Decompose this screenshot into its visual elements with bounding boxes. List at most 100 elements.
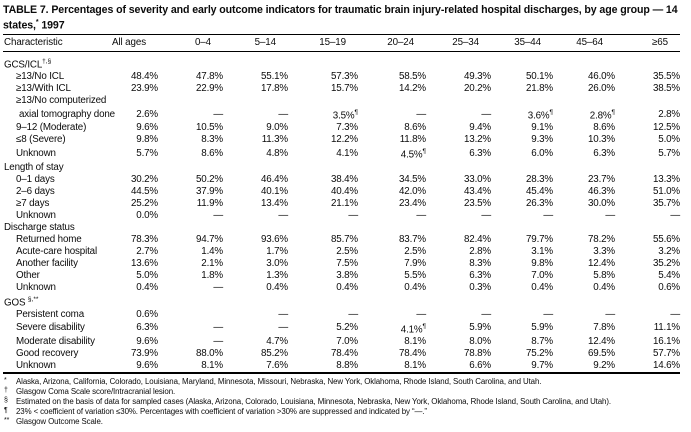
value-cell: 12.2% — [330, 134, 358, 146]
footnote-marker: * — [4, 377, 7, 385]
value-cell: 8.6% — [201, 147, 223, 159]
value-cell: 2.5% — [336, 245, 358, 257]
column-header: 35–44 — [514, 36, 541, 48]
value-cell: 7.8% — [593, 322, 615, 334]
footnote-text: Glasgow Coma Scale score/Intracranial le… — [16, 387, 176, 397]
row-label: Severe disability — [16, 322, 85, 334]
value-cell: 38.5% — [652, 82, 680, 94]
footnote-text: Alaska, Arizona, California, Colorado, L… — [16, 377, 542, 387]
value-cell: 5.0% — [658, 134, 680, 146]
table-row: Unknown 0.0% — — — — — — — — — [3, 210, 680, 222]
value-cell: 21.1% — [330, 197, 358, 209]
value-cell: 93.6% — [260, 233, 288, 245]
row-label: 0–1 days — [16, 173, 55, 185]
value-cell: — — [670, 308, 680, 320]
row-label: ≥13/With ICL — [16, 82, 71, 94]
section-row: Discharge status — [3, 222, 680, 234]
row-label: ≥7 days — [16, 197, 50, 209]
value-cell: 0.6% — [136, 308, 158, 320]
footnote-marker: ¶ — [422, 148, 427, 156]
value-cell: 50.1% — [525, 70, 553, 82]
footnote-marker: ¶ — [549, 108, 554, 116]
column-header: Characteristic — [4, 36, 63, 48]
section-label: Length of stay — [4, 161, 64, 173]
footnote: ** Glasgow Outcome Scale. — [3, 417, 688, 427]
value-cell: 26.3% — [525, 197, 553, 209]
value-cell: 45.4% — [525, 185, 553, 197]
value-cell: 6.3% — [469, 147, 491, 159]
section-row: GCS/ICL†,§ — [3, 51, 680, 71]
value-cell: 8.0% — [469, 336, 491, 348]
table-row: Moderate disability 9.6% — 4.7% 7.0% 8.1% 8.0%… — [3, 336, 680, 348]
value-cell: 55.1% — [260, 70, 288, 82]
table-row: ≤8 (Severe) 9.8% 8.3% 11.3% 12.2% 11.8% 13.2% 9… — [3, 134, 680, 146]
column-header: 25–34 — [452, 36, 479, 48]
value-cell — [158, 309, 223, 321]
table-row: ≥7 days 25.2% 11.9% 13.4% 21.1% 23.4% 23.5% 26.… — [3, 198, 680, 210]
footnote: § Estimated on the basis of data for samp… — [3, 397, 688, 407]
value-cell: 4.1%¶ — [400, 322, 426, 336]
table-row: Severe disability 6.3% — — 5.2% 4.1%¶ 5.9% 5.9%… — [3, 321, 680, 336]
value-cell: — — [416, 308, 426, 320]
value-cell: 11.1% — [653, 322, 680, 334]
value-cell: — — [543, 209, 553, 221]
footnote-text: 23% < coefficient of variation ≤30%. Per… — [16, 407, 427, 417]
value-cell: 14.2% — [398, 82, 426, 94]
table-body: GCS/ICL†,§ ≥13/No ICL 48.4% 47.8% 55.1% 57.3%… — [3, 51, 680, 373]
value-cell: 5.2% — [336, 322, 358, 334]
value-cell: 44.5% — [130, 185, 158, 197]
value-cell: 2.6% — [136, 108, 158, 120]
value-cell: 9.7% — [531, 360, 553, 372]
value-cell: 5.4% — [658, 269, 680, 281]
value-cell: 11.8% — [399, 134, 426, 146]
value-cell: — — [278, 209, 288, 221]
value-cell: — — [416, 108, 426, 120]
value-cell: 9.8% — [531, 257, 553, 269]
value-cell: 94.7% — [195, 233, 223, 245]
value-cell: 1.7% — [266, 245, 288, 257]
table-row: ≥13/No ICL 48.4% 47.8% 55.1% 57.3% 58.5% 49.3%… — [3, 71, 680, 83]
value-cell: 78.2% — [587, 233, 615, 245]
value-cell: 8.1% — [404, 360, 426, 372]
table-title-year: 1997 — [38, 19, 65, 32]
value-cell: 8.6% — [404, 122, 426, 134]
footnote-marker: ¶ — [354, 108, 359, 116]
value-cell: — — [416, 209, 426, 221]
value-cell: 37.9% — [195, 185, 223, 197]
table-row: Persistent coma 0.6% — — — — — — — — [3, 309, 680, 321]
value-cell: 78.4% — [330, 348, 358, 360]
value-cell: 3.8% — [336, 269, 358, 281]
severity-outcome-table: Characteristic All ages 0–4 5–14 15–19 20–24 2… — [3, 34, 680, 375]
section-label: Discharge status — [4, 221, 75, 233]
section-label: GCS/ICL†,§ — [4, 57, 52, 70]
value-cell: 10.5% — [195, 122, 223, 134]
value-cell: 5.5% — [404, 269, 426, 281]
value-cell: 5.8% — [593, 269, 615, 281]
value-cell: 9.6% — [136, 122, 158, 134]
value-cell: 33.0% — [463, 173, 491, 185]
value-cell: 23.7% — [587, 173, 615, 185]
value-cell: 58.5% — [398, 70, 426, 82]
footnote-marker: †,§ — [42, 57, 52, 65]
value-cell: 8.3% — [201, 134, 223, 146]
value-cell: — — [213, 281, 223, 293]
row-label: Unknown — [16, 281, 56, 293]
row-label: 2–6 days — [16, 185, 55, 197]
value-cell: 0.6% — [658, 281, 680, 293]
value-cell: — — [213, 108, 223, 120]
footnote-marker: ¶ — [4, 407, 8, 415]
value-cell: 0.4% — [136, 281, 158, 293]
row-label: Other — [16, 269, 40, 281]
row-label: Persistent coma — [16, 308, 84, 320]
table-row: Good recovery 73.9% 88.0% 85.2% 78.4% 78.4% 78… — [3, 348, 680, 360]
column-header: 20–24 — [387, 36, 414, 48]
footnote-text: Glasgow Outcome Scale. — [16, 417, 103, 427]
value-cell: 83.7% — [398, 233, 426, 245]
table-title-text: TABLE 7. Percentages of severity and ear… — [3, 4, 678, 32]
table-row: Another facility 13.6% 2.1% 3.0% 7.5% 7.9% 8.3… — [3, 258, 680, 270]
value-cell: 0.4% — [531, 281, 553, 293]
table-row: Returned home 78.3% 94.7% 93.6% 85.7% 83.7% 82… — [3, 234, 680, 246]
value-cell: 35.2% — [652, 257, 680, 269]
value-cell: 6.3% — [136, 322, 158, 334]
